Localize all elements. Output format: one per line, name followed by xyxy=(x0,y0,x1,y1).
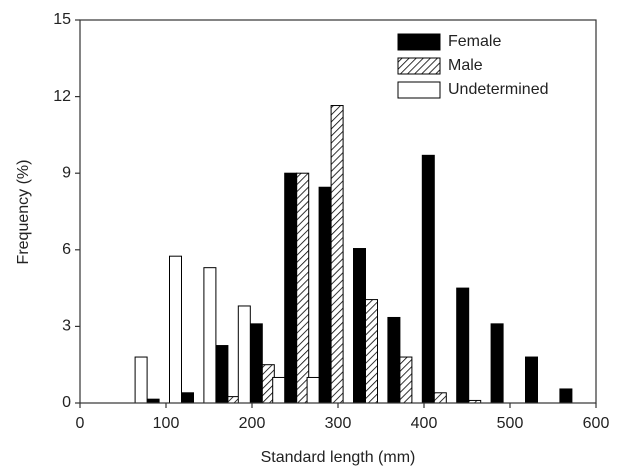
bar xyxy=(203,267,217,404)
bar xyxy=(365,299,378,404)
y-tick-label: 6 xyxy=(62,241,71,258)
legend-label: Undetermined xyxy=(448,81,549,98)
bar xyxy=(318,186,332,404)
bar xyxy=(284,172,298,404)
x-tick-label: 0 xyxy=(76,415,85,432)
x-tick-label: 600 xyxy=(583,415,610,432)
bar xyxy=(296,172,310,404)
bar xyxy=(215,345,229,404)
y-tick-label: 12 xyxy=(53,88,71,105)
y-tick-label: 0 xyxy=(62,394,71,411)
legend-label: Female xyxy=(448,33,501,50)
bar xyxy=(237,305,251,404)
y-axis-label: Frequency (%) xyxy=(15,160,32,265)
bar xyxy=(399,356,413,404)
y-tick-label: 15 xyxy=(53,11,71,28)
bar xyxy=(330,105,344,404)
y-tick-label: 3 xyxy=(62,318,71,335)
bar xyxy=(433,392,447,404)
bar xyxy=(490,323,504,404)
bar xyxy=(181,392,194,404)
y-tick-label: 9 xyxy=(62,164,71,181)
legend-swatch xyxy=(397,57,441,75)
bar xyxy=(249,323,263,404)
bar xyxy=(387,316,401,404)
legend-swatch xyxy=(397,33,441,51)
x-tick-label: 200 xyxy=(239,415,266,432)
bar xyxy=(456,287,470,404)
bar xyxy=(559,388,573,404)
x-tick-label: 100 xyxy=(153,415,180,432)
x-tick-label: 300 xyxy=(325,415,352,432)
bar xyxy=(525,356,538,404)
bar xyxy=(421,154,435,404)
bar xyxy=(306,376,320,404)
bar xyxy=(353,248,366,404)
x-tick-label: 500 xyxy=(497,415,524,432)
bar xyxy=(169,255,182,404)
bar xyxy=(134,356,148,404)
legend-swatch xyxy=(397,81,441,99)
x-axis-label: Standard length (mm) xyxy=(261,449,416,466)
legend-label: Male xyxy=(448,57,483,74)
bar xyxy=(272,376,286,404)
x-tick-label: 400 xyxy=(411,415,438,432)
